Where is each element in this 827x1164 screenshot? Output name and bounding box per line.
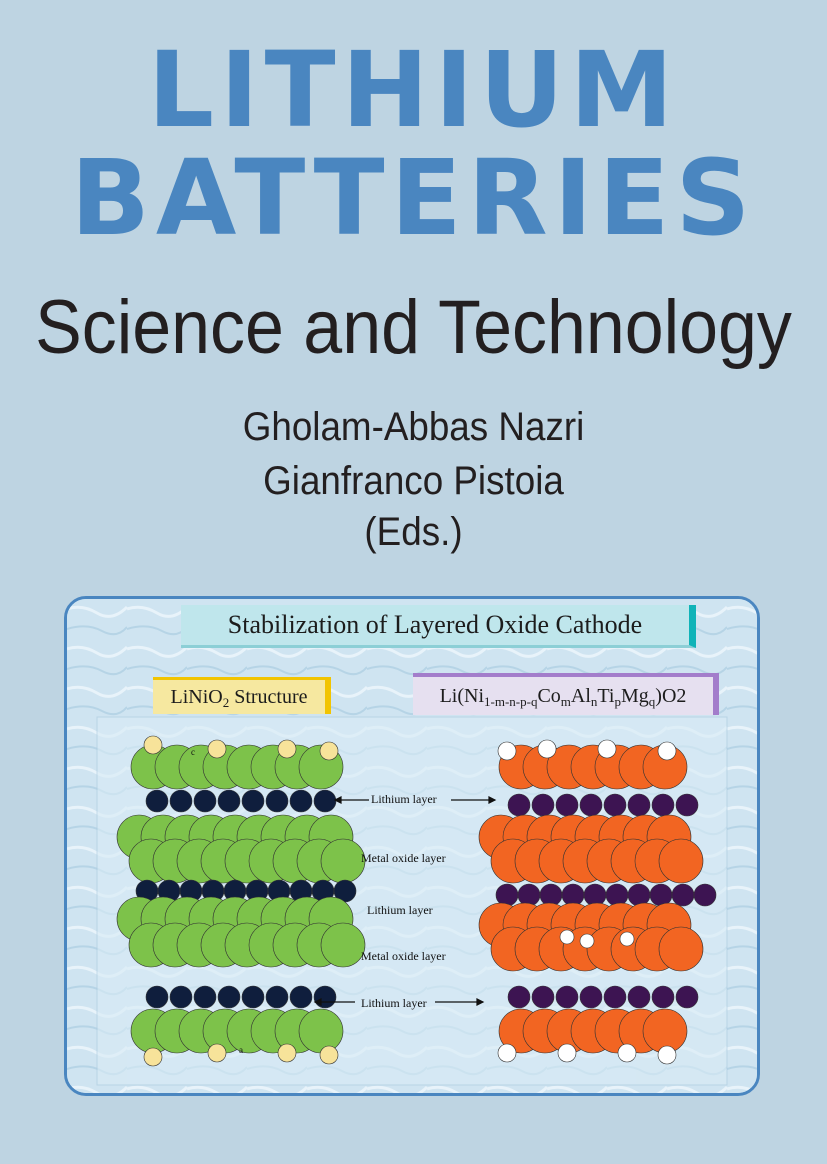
lithium-atom — [217, 985, 241, 1009]
title-line-2: BATTERIES — [70, 137, 757, 259]
metal-oxide-atom — [320, 922, 366, 968]
oxygen-atom — [277, 1043, 297, 1063]
lithium-atom — [517, 883, 541, 907]
oxygen-atom — [207, 1043, 227, 1063]
lithium-atom — [265, 985, 289, 1009]
oxygen-atom — [277, 739, 297, 759]
oxygen-atom — [319, 741, 339, 761]
dopant-atom — [557, 1043, 577, 1063]
lithium-atom — [145, 985, 169, 1009]
metal-oxide-atom — [298, 1008, 344, 1054]
dopant-atom — [537, 739, 557, 759]
arrow-right-3-head — [476, 998, 485, 1006]
doped-composition-label: Li(Ni1-m-n-p-qComAlnTipMgq)O2 — [413, 673, 719, 715]
lithium-atom — [241, 985, 265, 1009]
metal-oxide-atom — [658, 838, 704, 884]
dopant-atom — [657, 1045, 677, 1065]
crystal-structure-figure: Stabilization of Layered Oxide Cathode L… — [64, 596, 760, 1096]
lithium-atom — [531, 793, 555, 817]
lithium-atom — [675, 985, 699, 1009]
lithium-atom — [539, 883, 563, 907]
lithium-atom — [651, 793, 675, 817]
lithium-atom — [583, 883, 607, 907]
lithium-atom — [265, 789, 289, 813]
lithium-layer-label-1: Lithium layer — [371, 792, 437, 806]
editor-1: Gholam-Abbas Nazri — [242, 405, 585, 449]
metal-oxide-layer-label-1: Metal oxide layer — [361, 851, 446, 865]
editor-2: Gianfranco Pistoia — [263, 459, 564, 503]
lithium-atom — [145, 789, 169, 813]
axis-a-label: a — [239, 1045, 243, 1055]
oxygen-atom — [207, 739, 227, 759]
axis-c-label: c — [191, 747, 195, 757]
lithium-atom — [169, 789, 193, 813]
lithium-atom — [627, 985, 651, 1009]
arrow-left-3-head — [313, 998, 322, 1006]
dopant-atom — [497, 1043, 517, 1063]
lithium-atom — [193, 985, 217, 1009]
lithium-atom — [193, 789, 217, 813]
lithium-atom — [555, 985, 579, 1009]
lithium-atom — [579, 985, 603, 1009]
lithium-atom — [603, 985, 627, 1009]
lithium-atom — [627, 883, 651, 907]
lithium-atom — [555, 793, 579, 817]
lithium-atom — [603, 793, 627, 817]
lithium-atom — [169, 985, 193, 1009]
lithium-atom — [313, 985, 337, 1009]
lithium-atom — [507, 793, 531, 817]
dopant-atom — [657, 741, 677, 761]
dopant-atom — [597, 739, 617, 759]
dopant-atom — [559, 929, 575, 945]
arrow-right-1-head — [488, 796, 497, 804]
lithium-atom — [531, 985, 555, 1009]
editors-suffix: (Eds.) — [364, 510, 463, 554]
metal-oxide-layer-label-2: Metal oxide layer — [361, 949, 446, 963]
dopant-atom — [497, 741, 517, 761]
oxygen-atom — [143, 735, 163, 755]
title-line-1: LITHIUM — [147, 29, 680, 151]
lithium-layer-label-3: Lithium layer — [361, 996, 427, 1010]
lithium-atom — [241, 789, 265, 813]
lithium-atom — [217, 789, 241, 813]
lithium-atom — [579, 793, 603, 817]
lithium-atom — [671, 883, 695, 907]
dopant-atom — [579, 933, 595, 949]
lithium-atom — [289, 985, 313, 1009]
lithium-atom — [627, 793, 651, 817]
lithium-atom — [313, 789, 337, 813]
lithium-atom — [649, 883, 673, 907]
lithium-atom — [495, 883, 519, 907]
lithium-atom — [675, 793, 699, 817]
lithium-atom — [693, 883, 717, 907]
lithium-layer-label-2: Lithium layer — [367, 903, 433, 917]
arrow-left-1-head — [333, 796, 342, 804]
lini02-structure-label: LiNiO2 Structure — [153, 677, 331, 714]
lithium-atom — [651, 985, 675, 1009]
lithium-atom — [289, 789, 313, 813]
subtitle: Science and Technology — [35, 285, 792, 370]
dopant-atom — [617, 1043, 637, 1063]
lithium-atom — [605, 883, 629, 907]
dopant-atom — [619, 931, 635, 947]
figure-banner: Stabilization of Layered Oxide Cathode — [181, 605, 696, 648]
oxygen-atom — [143, 1047, 163, 1067]
oxygen-atom — [319, 1045, 339, 1065]
metal-oxide-atom — [658, 926, 704, 972]
metal-oxide-atom — [320, 838, 366, 884]
lithium-atom — [507, 985, 531, 1009]
